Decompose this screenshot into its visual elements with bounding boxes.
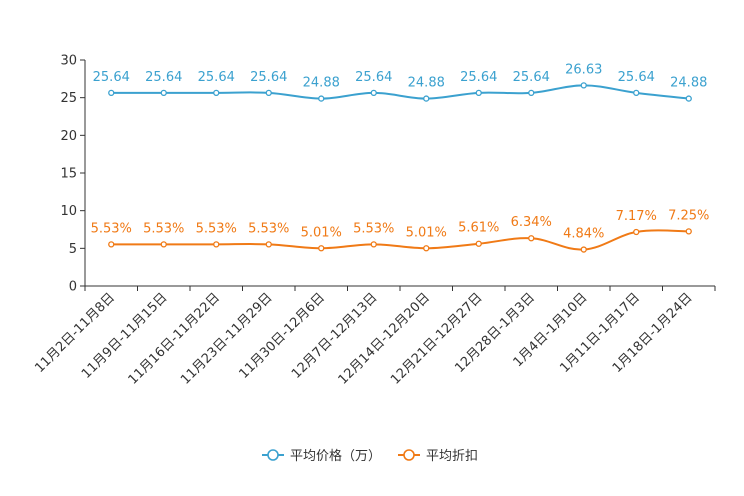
data-point[interactable] <box>633 89 640 96</box>
series-line <box>111 84 689 100</box>
data-point[interactable] <box>423 95 430 102</box>
legend: 平均价格（万） 平均折扣 <box>262 448 478 464</box>
data-point[interactable] <box>370 89 377 96</box>
y-tick-label: 0 <box>69 280 77 295</box>
data-point[interactable] <box>108 241 115 248</box>
data-label: 25.64 <box>145 70 182 85</box>
data-point[interactable] <box>370 241 377 248</box>
data-label: 24.88 <box>303 76 340 91</box>
legend-label: 平均折扣 <box>426 449 478 464</box>
data-label: 5.61% <box>458 221 499 236</box>
data-point[interactable] <box>108 89 115 96</box>
data-point[interactable] <box>528 235 535 242</box>
data-label: 7.25% <box>668 208 709 223</box>
data-label: 25.64 <box>250 70 287 85</box>
data-point[interactable] <box>160 241 167 248</box>
series-layer: 25.64 25.64 25.64 25.64 24.88 25.64 24.88 25.64… <box>91 62 709 253</box>
data-label: 6.34% <box>511 215 552 230</box>
data-label: 7.17% <box>616 209 657 224</box>
x-axis: 11月2日-11月8日11月9日-11月15日11月16日-11月22日11月2… <box>32 285 716 388</box>
data-point[interactable] <box>265 241 272 248</box>
data-point[interactable] <box>633 228 640 236</box>
y-tick-label: 20 <box>60 129 77 144</box>
data-label: 25.64 <box>355 70 392 85</box>
data-point[interactable] <box>423 245 430 252</box>
y-tick-label: 10 <box>60 204 77 219</box>
legend-marker <box>267 449 279 461</box>
data-label: 25.64 <box>460 70 497 85</box>
y-tick-label: 30 <box>60 54 77 69</box>
data-label: 5.53% <box>196 221 237 236</box>
data-point[interactable] <box>160 89 167 96</box>
data-label: 26.63 <box>565 62 602 77</box>
data-label: 5.53% <box>353 221 394 236</box>
data-label: 25.64 <box>618 70 655 85</box>
y-tick-label: 15 <box>60 167 77 182</box>
data-point[interactable] <box>475 240 482 247</box>
legend-item-2[interactable]: 平均折扣 <box>398 449 478 464</box>
data-point[interactable] <box>213 241 220 248</box>
data-label: 25.64 <box>198 70 235 85</box>
data-point[interactable] <box>685 228 692 235</box>
x-tick-label: 12月21日-12月27日 <box>388 290 485 387</box>
series-2: 5.53% 5.53% 5.53% 5.53% 5.01% 5.53% 5.01% 5.61%… <box>91 208 709 253</box>
data-point[interactable] <box>318 245 325 252</box>
data-label: 5.01% <box>406 225 447 240</box>
data-point[interactable] <box>580 246 587 253</box>
legend-label: 平均价格（万） <box>290 448 381 464</box>
data-label: 4.84% <box>563 227 604 242</box>
data-point[interactable] <box>685 95 692 102</box>
x-tick-label: 11月23日-11月29日 <box>178 290 275 387</box>
data-point[interactable] <box>528 89 535 96</box>
data-label: 5.01% <box>301 225 342 240</box>
data-point[interactable] <box>318 95 325 102</box>
data-label: 25.64 <box>513 70 550 85</box>
data-label: 5.53% <box>91 221 132 236</box>
data-point[interactable] <box>580 82 587 89</box>
data-label: 24.88 <box>408 76 445 91</box>
data-point[interactable] <box>213 89 220 96</box>
legend-item-1[interactable]: 平均价格（万） <box>262 448 381 464</box>
data-label: 5.53% <box>248 221 289 236</box>
data-label: 24.88 <box>670 76 707 91</box>
legend-marker <box>403 449 415 461</box>
data-point[interactable] <box>475 89 482 96</box>
y-tick-label: 25 <box>60 91 77 106</box>
series-line <box>111 229 689 251</box>
y-axis: 0 5 10 15 20 25 30 <box>60 54 86 295</box>
x-tick-label: 12月14日-12月20日 <box>336 290 433 387</box>
series-1: 25.64 25.64 25.64 25.64 24.88 25.64 24.88 25.64… <box>93 62 707 102</box>
x-tick-label: 11月16日-11月22日 <box>126 290 223 387</box>
y-tick-label: 5 <box>69 242 77 257</box>
data-point[interactable] <box>265 89 272 96</box>
data-label: 5.53% <box>143 221 184 236</box>
data-label: 25.64 <box>93 70 130 85</box>
